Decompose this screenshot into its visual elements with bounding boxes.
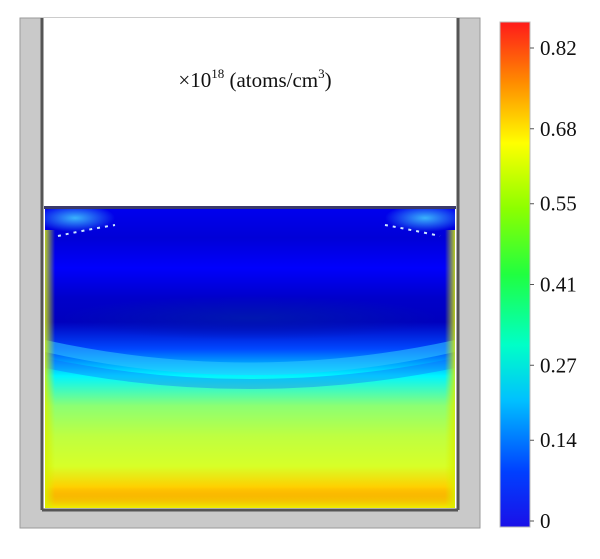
colorbar-tick-label: 0.55	[540, 192, 577, 216]
melt-top-edge	[44, 206, 456, 209]
colorbar-tick-label: 0.41	[540, 273, 577, 297]
colorbar-tick-label: 0.68	[540, 117, 577, 141]
colorbar: 0.82 0.68 0.55 0.41 0.27 0.14 0	[499, 21, 577, 533]
colorbar-tick-label: 0.14	[540, 428, 577, 452]
bottom-edge-band	[45, 488, 455, 508]
left-wall-band	[45, 230, 55, 508]
blue-band-mid	[45, 358, 455, 389]
right-corner-glow	[385, 208, 455, 232]
unit-suffix: )	[324, 68, 332, 92]
right-wall-band	[445, 230, 455, 508]
unit-label: ×1018 (atoms/cm3)	[140, 66, 370, 93]
unit-exponent: 18	[211, 66, 225, 81]
colorbar-tick-label: 0	[540, 509, 551, 533]
low-concentration-core	[60, 296, 440, 340]
left-corner-glow	[45, 208, 115, 232]
concentration-field	[45, 208, 455, 508]
colorbar-ticks: 0.82 0.68 0.55 0.41 0.27 0.14 0	[530, 36, 577, 533]
colorbar-tick-label: 0.82	[540, 36, 577, 60]
cyan-band-upper	[45, 340, 455, 375]
unit-prefix: ×10	[178, 68, 212, 92]
unit-text: (atoms/cm	[224, 68, 319, 92]
unit-cube-exponent: 3	[318, 66, 325, 81]
colorbar-tick-label: 0.27	[540, 353, 577, 377]
colorbar-scale	[499, 21, 531, 528]
